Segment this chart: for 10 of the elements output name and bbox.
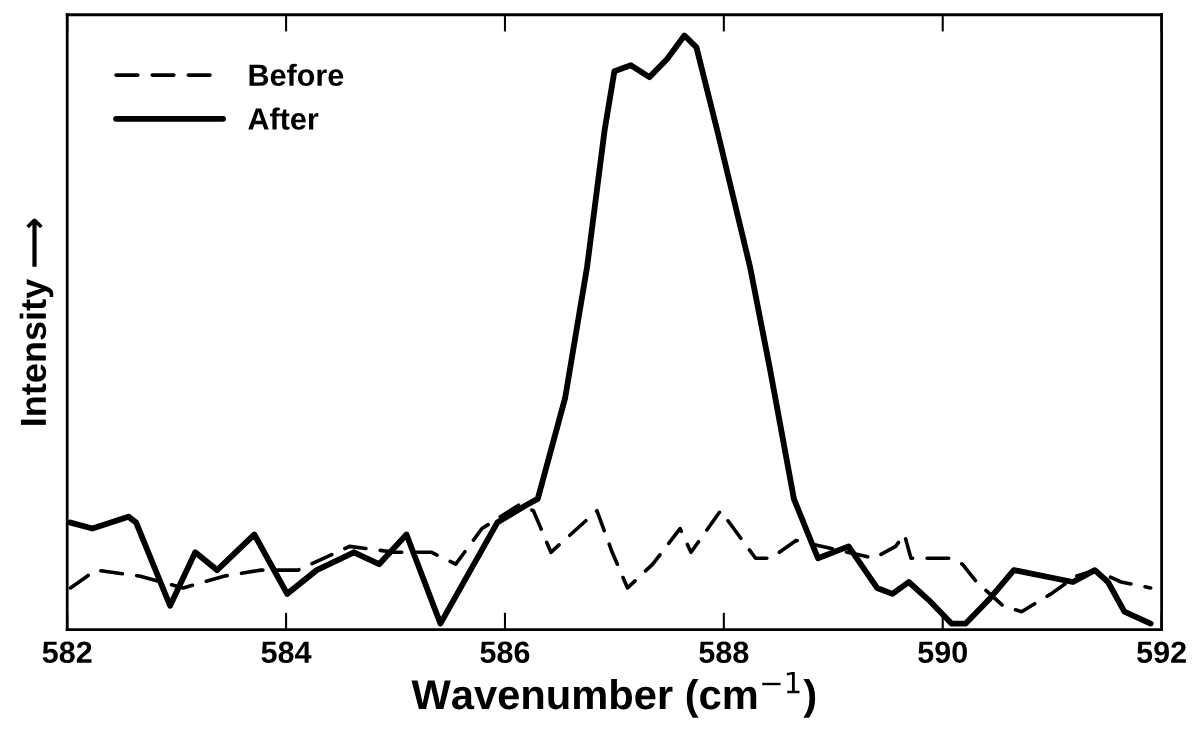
x-tick-label: 584 [261,641,312,664]
legend-label: After [248,107,319,130]
x-tick-label: 590 [918,641,967,664]
x-tick-label: 586 [480,641,530,664]
y-axis-title: Intensity ⟶ [19,218,54,425]
x-tick-label: 582 [42,641,92,664]
x-tick-label: 588 [699,641,749,664]
x-tick-label: 592 [1137,641,1186,664]
x-axis-title: Wavenumber (cm$^{−1}$) [411,671,816,718]
legend-label: Before [249,63,344,87]
